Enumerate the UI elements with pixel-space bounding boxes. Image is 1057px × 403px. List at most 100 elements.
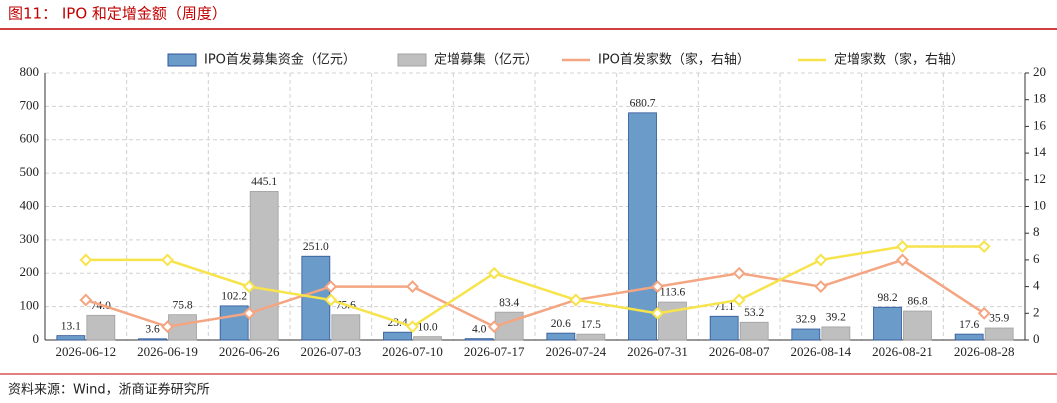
legend-swatch [397,53,427,67]
bar [791,328,821,341]
value-label: 445.1 [251,176,277,188]
marker [732,293,746,307]
marker [651,306,664,320]
y2-tick-label: 16 [1033,117,1047,132]
marker [977,306,991,320]
x-tick-label: 2026-08-14 [790,344,851,359]
marker [406,320,419,334]
value-label: 10.0 [417,321,437,333]
bar [464,338,494,341]
bar [739,321,769,341]
marker [406,280,419,294]
x-tick-label: 2026-07-24 [545,344,606,359]
value-label: 20.6 [551,318,571,330]
y2-tick-label: 0 [1033,331,1040,346]
bar [576,333,606,341]
bar [546,332,576,341]
value-label: 75.8 [172,299,192,311]
marker [161,253,174,267]
bar [709,315,739,341]
chart-title: 图11： IPO 和定增金额（周度） [8,5,227,23]
marker [814,280,828,294]
bar [984,327,1014,341]
marker [324,280,338,294]
bar [86,314,116,341]
value-label: 4.0 [472,323,487,335]
bar [56,335,86,341]
y2-tick-label: 8 [1033,224,1040,239]
y-tick-label: 700 [20,97,40,112]
x-tick-label: 2026-08-21 [872,344,933,359]
value-label: 32.9 [796,314,816,326]
bar [903,310,932,341]
x-tick-label: 2026-07-17 [464,344,525,359]
value-label: 251.0 [303,241,329,253]
value-label: 39.2 [826,312,846,324]
bar [873,306,902,341]
y2-tick-label: 4 [1033,278,1040,293]
y2-tick-label: 6 [1033,251,1040,266]
y-tick-label: 100 [20,298,40,313]
marker [487,320,501,334]
x-tick-label: 2026-08-07 [709,344,770,359]
value-label: 113.6 [660,287,686,299]
value-label: 86.8 [907,296,927,308]
source-note: 资料来源：Wind，浙商证券研究所 [8,382,210,398]
y-tick-label: 500 [20,164,40,179]
bar [658,301,687,341]
marker [487,266,501,280]
x-tick-label: 2026-08-28 [954,344,1015,359]
y-tick-label: 400 [20,197,40,212]
marker [651,280,664,294]
value-label: 83.4 [499,297,519,309]
y-tick-label: 300 [20,231,40,246]
bar [331,314,361,341]
value-label: 35.9 [989,313,1009,325]
y-tick-label: 600 [20,131,40,146]
y2-tick-label: 12 [1033,171,1046,186]
bar [628,112,657,341]
x-tick-label: 2026-06-19 [137,344,198,359]
marker [242,306,256,320]
bar [821,326,851,341]
bar [413,336,442,341]
value-label: 102.2 [221,291,247,303]
value-label: 17.6 [959,319,979,331]
value-label: 53.2 [744,307,764,319]
marker [79,293,93,307]
marker [977,240,991,253]
legend-label: 定增家数（家，右轴） [834,52,964,68]
x-tick-label: 2026-06-26 [219,344,280,359]
value-label: 3.6 [145,323,160,335]
value-label: 17.5 [581,319,601,331]
x-tick-label: 2026-07-03 [300,344,361,359]
marker [569,293,583,307]
y2-tick-label: 18 [1033,91,1046,106]
y2-tick-label: 20 [1033,64,1046,79]
marker [161,320,174,334]
legend-label: IPO首发家数（家，右轴） [598,52,750,68]
x-tick-label: 2026-07-31 [627,344,688,359]
y-tick-label: 200 [20,264,40,279]
line [85,245,985,329]
y2-tick-label: 10 [1033,197,1046,212]
legend-swatch [167,53,197,67]
y-tick-label: 0 [33,331,40,346]
marker [896,240,909,253]
x-tick-label: 2026-06-12 [55,344,116,359]
y-tick-label: 800 [20,64,40,79]
marker [896,253,909,267]
y2-tick-label: 2 [1033,304,1040,319]
x-tick-label: 2026-07-10 [382,344,443,359]
bar [138,338,167,341]
marker [242,280,256,294]
bar [249,191,279,341]
bar [383,331,412,341]
legend-label: 定增募集（亿元） [434,52,538,68]
marker [814,253,828,267]
legend-label: IPO首发募集资金（亿元） [204,52,356,68]
marker [79,253,93,267]
value-label: 98.2 [877,292,897,304]
y2-tick-label: 14 [1033,144,1047,159]
